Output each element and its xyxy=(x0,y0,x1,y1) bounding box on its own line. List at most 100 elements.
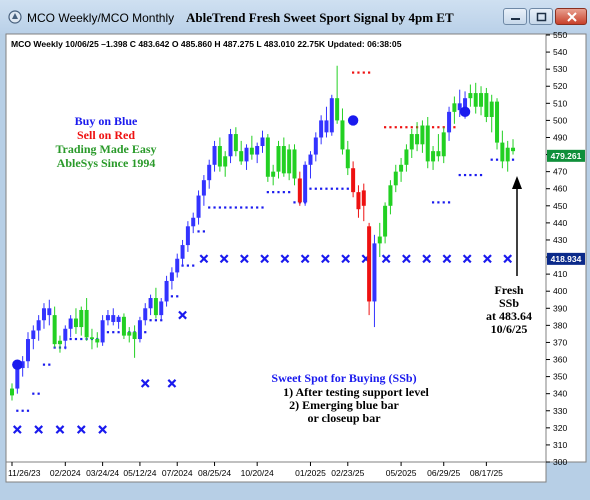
close-button[interactable] xyxy=(555,8,587,25)
red-trend-dot xyxy=(352,71,355,74)
x-tick-label: 10/20/24 xyxy=(241,468,274,478)
maximize-button[interactable] xyxy=(529,8,553,25)
candle-body xyxy=(164,280,169,302)
blue-trend-dot xyxy=(490,158,493,161)
legend-block: Buy on Blue Sell on Red Trading Made Eas… xyxy=(55,114,156,170)
blue-trend-dot xyxy=(48,363,51,366)
candle-body xyxy=(105,315,110,321)
y-tick-label: 550 xyxy=(553,30,567,40)
candle-body xyxy=(383,205,388,237)
blue-trend-dot xyxy=(149,319,152,322)
blue-trend-dot xyxy=(272,191,275,194)
support-x-marker xyxy=(503,254,513,264)
y-tick-label: 500 xyxy=(553,115,567,125)
blue-trend-dot xyxy=(208,206,211,209)
blue-trend-dot xyxy=(431,201,435,204)
candle-body xyxy=(431,151,436,162)
y-tick-label: 450 xyxy=(553,201,567,211)
candle-body xyxy=(425,125,430,162)
blue-trend-dot xyxy=(218,206,221,209)
blue-trend-dot xyxy=(26,409,30,412)
x-tick-label: 02/2024 xyxy=(50,468,81,478)
blue-trend-dot xyxy=(458,173,461,177)
candle-body xyxy=(313,137,318,155)
support-x-marker xyxy=(442,254,452,264)
candle-body xyxy=(249,147,254,155)
x-tick-label: 05/2025 xyxy=(386,468,417,478)
blue-trend-dot xyxy=(197,230,200,233)
fresh-line-1: Fresh xyxy=(494,283,523,297)
candle-body xyxy=(148,298,153,309)
minimize-button[interactable] xyxy=(503,8,527,25)
candlestick-series xyxy=(10,65,516,401)
candle-body xyxy=(132,332,137,340)
sweet-spot-title: Sweet Spot for Buying (SSb) xyxy=(271,371,416,385)
blue-trend-dot xyxy=(37,392,40,395)
candle-body xyxy=(36,320,41,331)
support-x-marker xyxy=(219,254,229,264)
candle-body xyxy=(500,142,505,162)
x-tick-label: 05/12/24 xyxy=(123,468,156,478)
buy-signal-dot xyxy=(459,106,471,118)
candle-body xyxy=(111,315,116,322)
candle-body xyxy=(159,301,164,316)
sweet-spot-note: Sweet Spot for Buying (SSb) 1) After tes… xyxy=(271,371,429,425)
candle-body xyxy=(239,151,244,162)
candle-body xyxy=(260,137,265,147)
y-tick-label: 490 xyxy=(553,132,567,142)
chart-header: MCO Weekly 10/06/25 –1.398 C 483.642 O 4… xyxy=(11,39,402,49)
blue-trend-dot xyxy=(112,331,115,334)
price-tag-box xyxy=(547,252,585,265)
blue-trend-dot xyxy=(117,331,120,334)
support-x-marker xyxy=(199,254,209,264)
support-x-marker xyxy=(260,254,270,264)
fresh-line-4: 10/6/25 xyxy=(491,322,528,336)
candle-body xyxy=(335,98,340,121)
red-trend-dot xyxy=(362,71,365,74)
y-tick-label: 310 xyxy=(553,440,567,450)
blue-trend-dot xyxy=(181,264,184,267)
candle-body xyxy=(233,134,238,152)
y-tick-label: 520 xyxy=(553,81,567,91)
support-x-marker xyxy=(98,425,107,434)
candle-body xyxy=(207,164,212,181)
y-tick-label: 400 xyxy=(553,286,567,296)
candle-body xyxy=(68,318,73,329)
candle-body xyxy=(473,93,478,107)
candle-body xyxy=(217,146,222,167)
blue-trend-dot xyxy=(42,363,46,366)
price-tag-label: 479.261 xyxy=(551,151,582,161)
title-bar[interactable]: MCO Weekly/MCO Monthly AbleTrend Fresh S… xyxy=(0,0,590,34)
legend-buy-on-blue: Buy on Blue xyxy=(75,114,138,128)
candle-body xyxy=(185,226,190,246)
candle-body xyxy=(281,146,286,174)
buy-signal-markers xyxy=(12,106,471,370)
x-tick-label: 07/2024 xyxy=(162,468,193,478)
blue-trend-dot xyxy=(245,206,248,209)
blue-trend-dot xyxy=(463,173,467,177)
candle-body xyxy=(287,149,292,174)
blue-trend-dot xyxy=(229,206,232,209)
candle-body xyxy=(303,164,308,203)
support-x-marker xyxy=(483,254,492,264)
candle-body xyxy=(223,156,228,167)
candle-body xyxy=(41,308,46,321)
candle-body xyxy=(511,147,516,152)
candle-body xyxy=(345,149,350,169)
y-tick-label: 470 xyxy=(553,167,567,177)
blue-trend-dot xyxy=(21,409,24,412)
blue-trend-dot xyxy=(325,187,328,190)
blue-trend-dot xyxy=(261,206,264,209)
candle-body xyxy=(468,93,473,99)
support-x-marker xyxy=(12,425,22,434)
candle-body xyxy=(340,120,345,150)
blue-trend-dot xyxy=(277,191,280,194)
candle-body xyxy=(153,298,158,316)
price-tag-box xyxy=(547,149,585,162)
grid-lines xyxy=(11,34,550,466)
x-tick-label: 11/26/23 xyxy=(8,468,41,478)
candle-body xyxy=(127,332,132,336)
sweet-spot-rule-3: or closeup bar xyxy=(307,411,381,425)
blue-trend-dot xyxy=(469,173,472,177)
